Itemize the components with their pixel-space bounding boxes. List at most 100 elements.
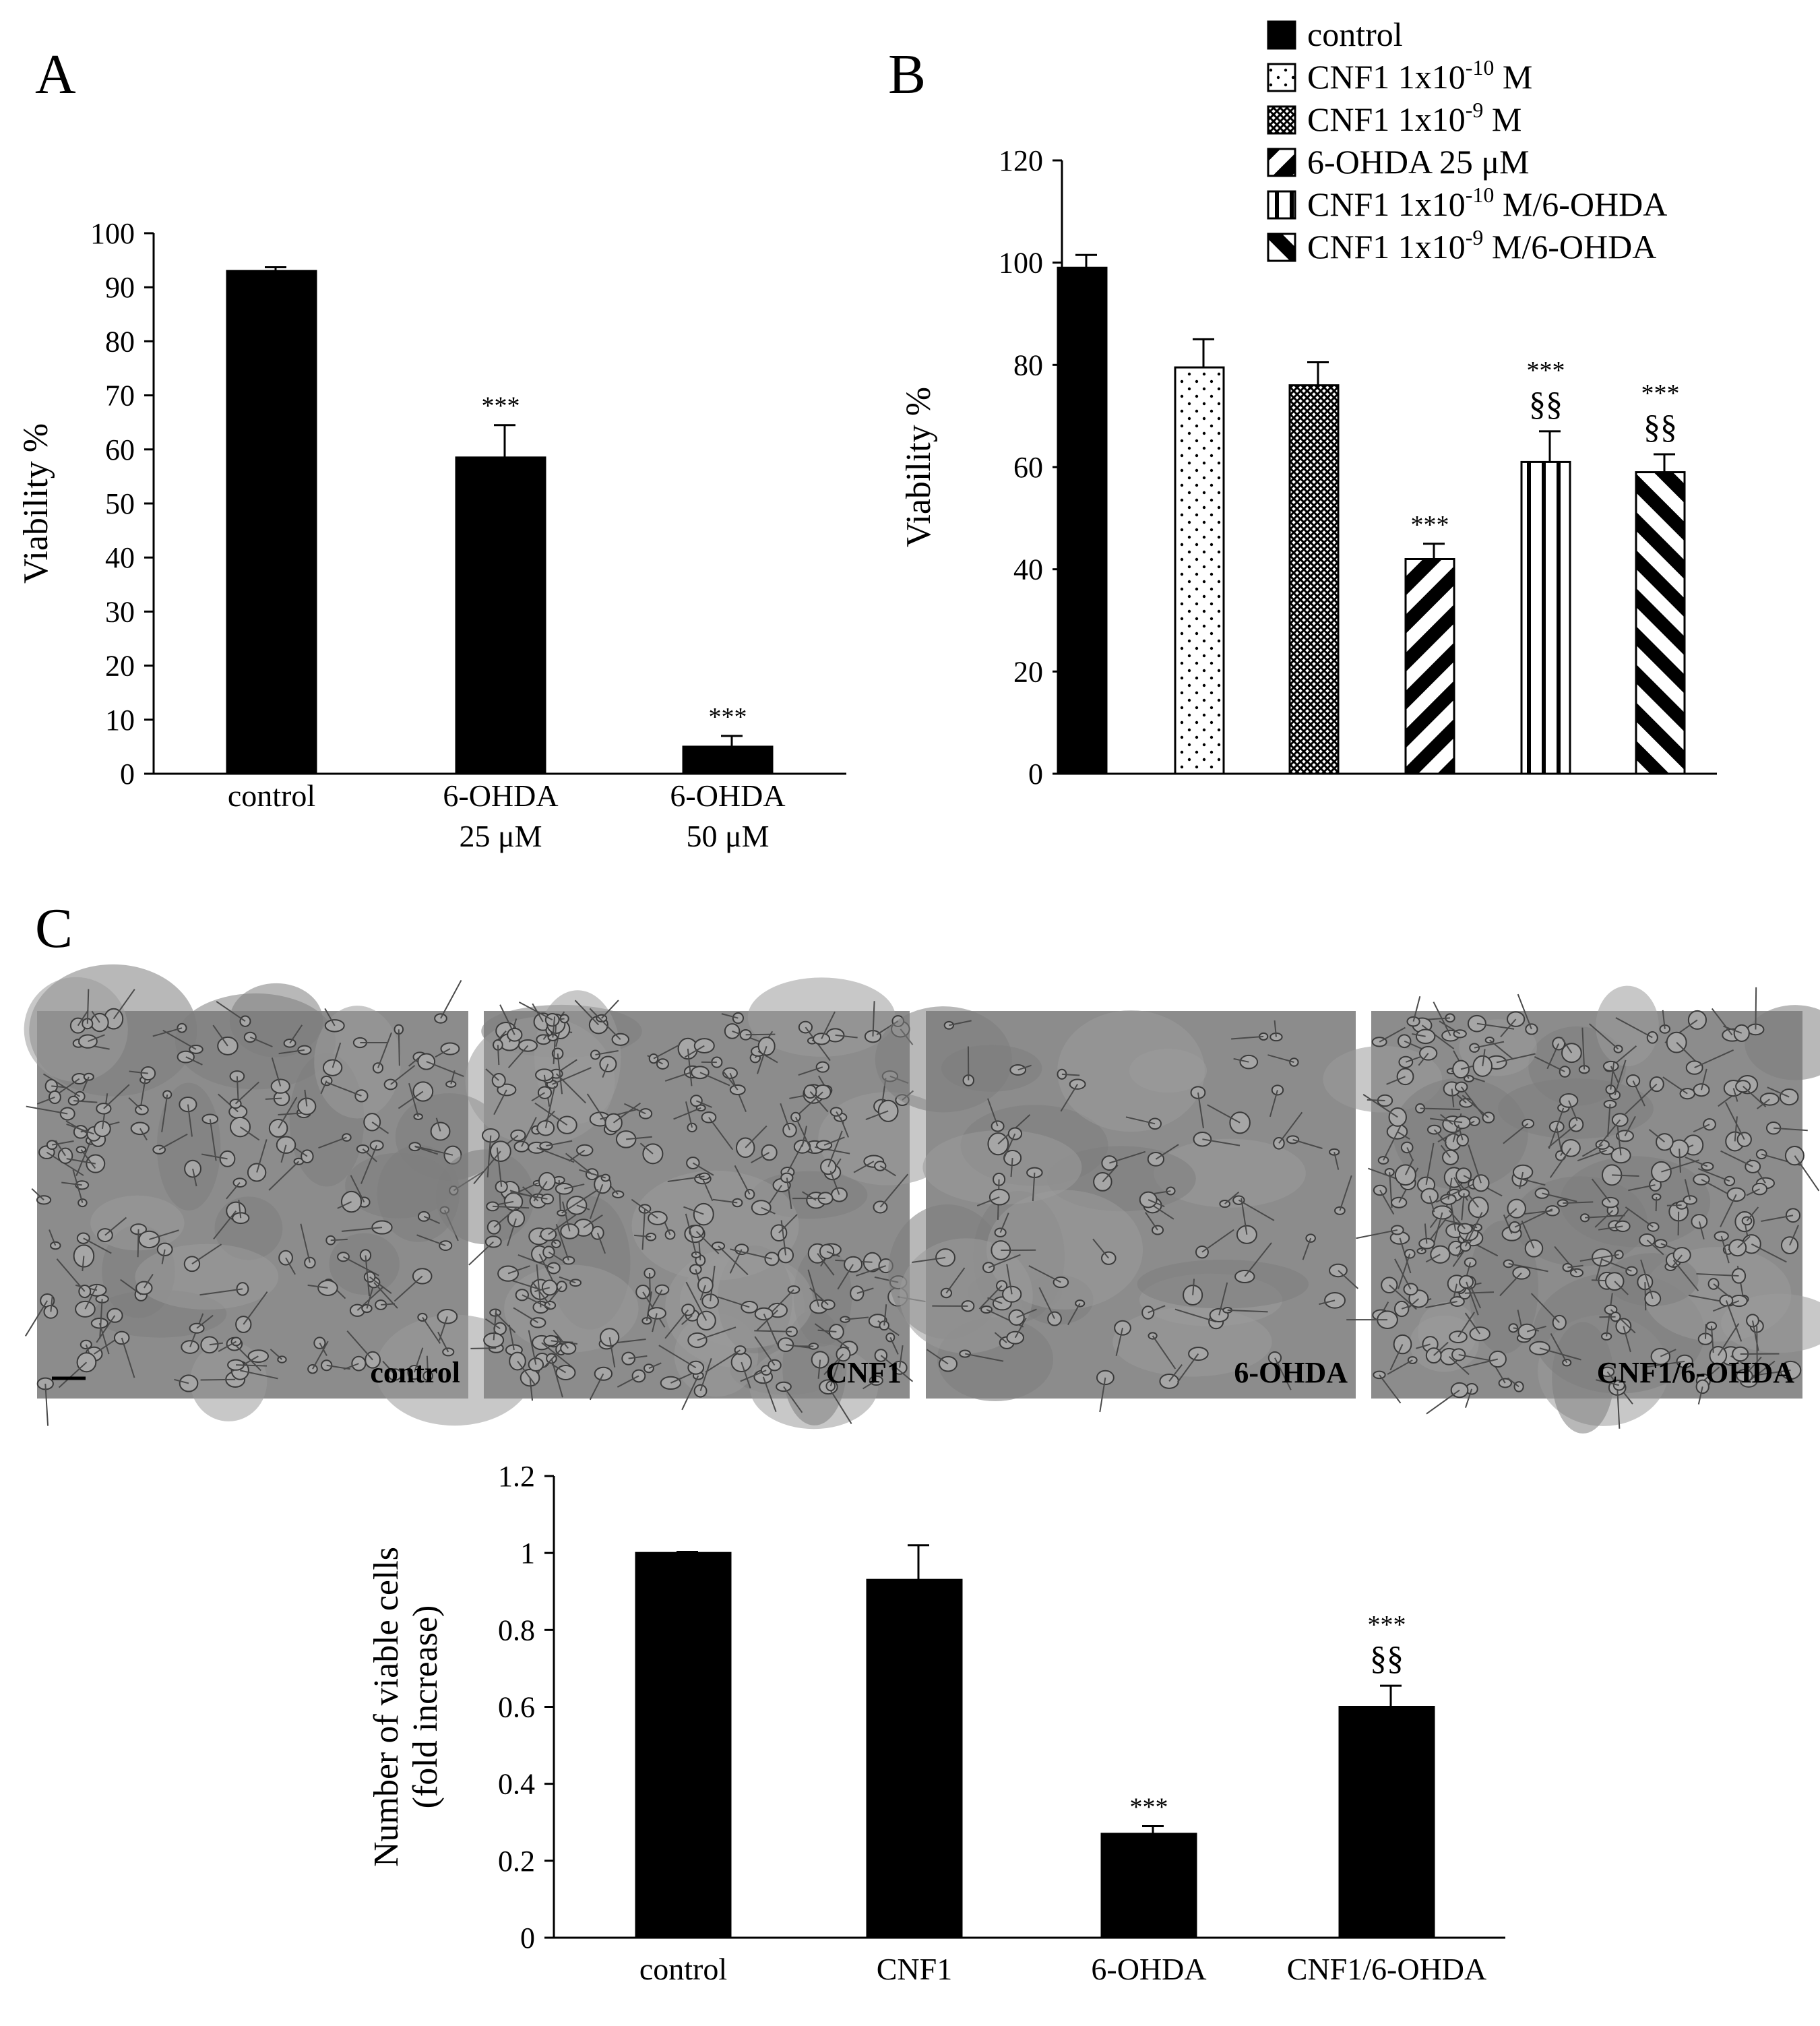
neurite (484, 1318, 501, 1330)
micrograph: CNF1/6-OHDA (1323, 985, 1820, 1434)
neurite (1197, 1092, 1204, 1129)
neurite (413, 1347, 424, 1373)
neurite (1581, 1027, 1586, 1070)
neurite (518, 1002, 553, 1021)
neurite (684, 1045, 705, 1058)
legend-entry: control (1307, 16, 1403, 53)
neurite (416, 1234, 446, 1247)
neurite (496, 1147, 503, 1187)
neurite (507, 1218, 517, 1247)
category-label: 25 μM (459, 819, 542, 853)
cell-body (569, 1279, 582, 1287)
neurite (1700, 1068, 1707, 1091)
y-tick-label: 10 (105, 704, 135, 737)
neurite (1655, 1196, 1658, 1212)
cell-body (1654, 1239, 1668, 1249)
y-tick-label: 50 (105, 487, 135, 520)
y-tick-label: 0.2 (498, 1845, 535, 1878)
neurite (312, 1341, 329, 1370)
neurite (652, 1313, 658, 1332)
neurite (55, 1078, 80, 1097)
neurite (601, 1000, 619, 1019)
neurite (626, 1136, 652, 1140)
neurite (218, 1093, 239, 1113)
neurite (1016, 1308, 1037, 1318)
bar (1288, 384, 1340, 775)
neurite (1677, 1211, 1680, 1236)
neurite (1591, 1279, 1607, 1282)
neurite (883, 1304, 887, 1326)
neurite (1461, 1193, 1465, 1221)
neurite (485, 1068, 499, 1081)
neurite (1014, 1318, 1027, 1339)
neurite (408, 1082, 419, 1117)
neurite (534, 1287, 550, 1293)
neurite (1612, 1174, 1639, 1177)
neurite (507, 1045, 529, 1068)
legend-entry: CNF1 1x10-9 M (1307, 98, 1521, 138)
neurite (1394, 1258, 1412, 1290)
neurite (574, 1000, 600, 1026)
background-blotch (1154, 1138, 1306, 1208)
neurite (1697, 1168, 1730, 1182)
neurite (559, 1276, 576, 1284)
neurite (216, 1001, 246, 1022)
cell-body (1449, 1330, 1468, 1344)
cell-body (297, 1097, 317, 1115)
cell-body (1006, 1330, 1025, 1345)
neurite (1462, 1358, 1498, 1369)
cell-body (642, 1143, 664, 1165)
neurite (826, 1250, 840, 1258)
neurite (697, 1326, 736, 1341)
neurite (192, 1168, 197, 1187)
neurite (1061, 1073, 1080, 1076)
neurite (1466, 1281, 1479, 1316)
neurite (325, 1081, 362, 1097)
neurite (1386, 1076, 1406, 1085)
category-label: 6-OHDA (670, 778, 785, 813)
neurite (1623, 1326, 1631, 1353)
neurite (1617, 1387, 1621, 1429)
neurite (1671, 1254, 1683, 1268)
cell-body (816, 1140, 833, 1150)
neurite (1595, 1257, 1603, 1281)
neurite (226, 1182, 241, 1200)
neurite (1482, 1049, 1486, 1066)
legend-swatch (1267, 20, 1296, 50)
neurite (1425, 1254, 1441, 1263)
neurite (1725, 1300, 1743, 1342)
neurite (497, 1045, 500, 1066)
neurite (1389, 1344, 1404, 1371)
cell-body (297, 1045, 312, 1055)
y-tick-label: 100 (999, 247, 1043, 280)
y-tick-label: 70 (105, 379, 135, 412)
neurite (631, 1198, 658, 1219)
neurite (987, 1098, 999, 1127)
cell-body (686, 1157, 700, 1169)
neurite (512, 1280, 541, 1291)
neurite (772, 1289, 794, 1313)
neurite (536, 1264, 542, 1308)
neurite (740, 1370, 767, 1382)
neurite (1696, 1272, 1739, 1277)
neurite (1585, 1215, 1625, 1219)
neurite (1379, 1190, 1395, 1215)
neurite (271, 1057, 282, 1086)
neurite (1448, 1356, 1470, 1376)
neurite (964, 1353, 1004, 1362)
neurite (529, 1377, 534, 1401)
neurite (256, 1139, 268, 1173)
neurite (1743, 1086, 1767, 1107)
neurite (1548, 1124, 1577, 1148)
neurite (285, 1257, 296, 1275)
neurite (61, 1181, 82, 1186)
neurite (1457, 1312, 1475, 1338)
neurite (1514, 1208, 1553, 1228)
neurite (143, 1274, 154, 1289)
neurite (718, 1246, 749, 1275)
cell-body (681, 1303, 695, 1316)
neurite (199, 1288, 243, 1296)
neurite (829, 1356, 842, 1386)
y-tick-label: 120 (999, 144, 1043, 177)
neurite (440, 979, 462, 1019)
